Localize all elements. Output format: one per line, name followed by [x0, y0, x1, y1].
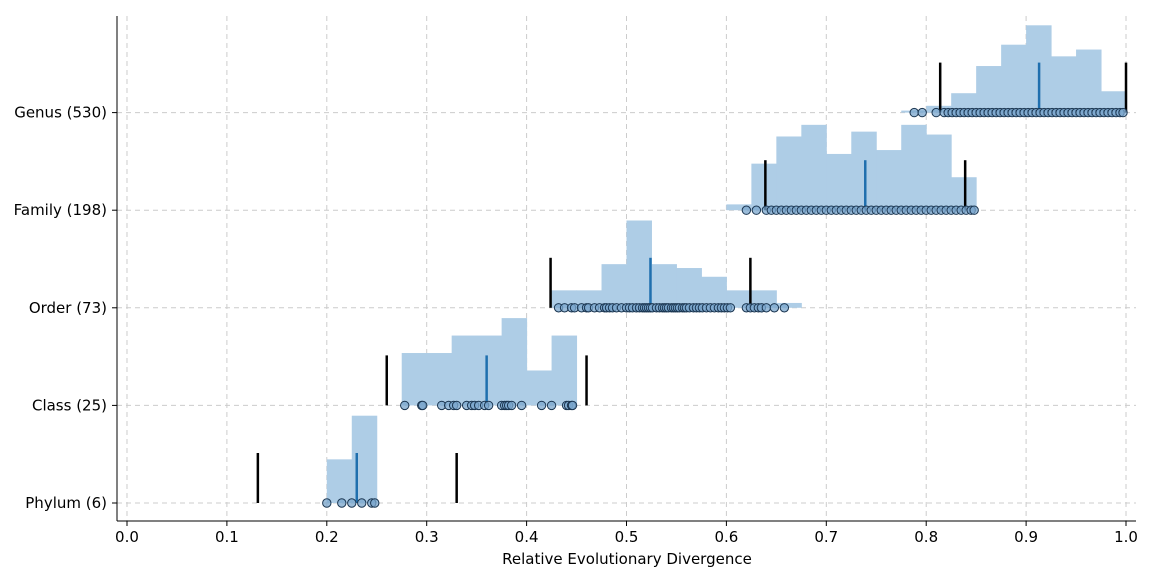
histogram-bar [1101, 91, 1127, 113]
histogram-bar [1001, 44, 1027, 113]
data-point [516, 400, 527, 411]
histogram-bar [1076, 49, 1102, 113]
y-tick-label: Class (25) [32, 396, 107, 414]
data-point [400, 400, 410, 411]
data-point [506, 400, 517, 411]
histogram-bar [876, 150, 902, 211]
data-point [483, 400, 494, 411]
data-point [769, 303, 780, 313]
data-point [725, 303, 736, 313]
x-tick-label: 0.9 [1014, 528, 1038, 546]
histogram-bar [476, 335, 503, 406]
histogram-bar [601, 264, 627, 308]
data-point [370, 498, 380, 508]
histogram-bar [551, 335, 578, 406]
x-tick-label: 0.1 [215, 528, 239, 546]
y-tick-label: Family (198) [14, 201, 107, 219]
x-tick-label: 1.0 [1114, 528, 1138, 546]
x-tick-label: 0.2 [315, 528, 339, 546]
data-point [751, 205, 762, 215]
x-tick-label: 0.5 [615, 528, 639, 546]
data-point [357, 498, 367, 508]
data-points [322, 107, 1128, 508]
data-point [761, 303, 772, 313]
x-tick-label: 0.3 [415, 528, 439, 546]
y-tick-label: Order (73) [29, 299, 107, 317]
data-point [779, 303, 790, 313]
histogram-bar [926, 134, 952, 211]
histogram-bar [776, 302, 802, 308]
data-point [347, 498, 357, 508]
data-point [536, 400, 547, 411]
histogram-bar [1051, 56, 1077, 113]
tick-labels: 0.0 0.1 0.2 0.3 0.4 0.5 0.6 0.7 0.8 0.9 1.0 Phylum … [14, 104, 1138, 546]
histogram-bar [701, 276, 727, 308]
histogram-bar [726, 204, 752, 211]
histogram-bar [501, 318, 528, 406]
x-tick-label: 0.6 [714, 528, 738, 546]
histogram-bar [951, 93, 977, 113]
data-point [969, 205, 979, 215]
histogram-bar [401, 353, 428, 406]
bound-lines [256, 62, 1128, 503]
histogram-bar [651, 264, 677, 308]
x-tick-label: 0.4 [515, 528, 539, 546]
axes [112, 16, 1136, 526]
data-point [337, 498, 347, 508]
histogram-bar [901, 124, 927, 211]
data-point [741, 205, 752, 215]
histogram-bar [326, 459, 353, 503]
histogram-bar [676, 268, 702, 308]
histogram-bar [626, 220, 652, 308]
data-point [1118, 107, 1128, 118]
data-point [322, 498, 332, 508]
data-point [909, 107, 919, 118]
x-axis-label: Relative Evolutionary Divergence [502, 550, 752, 568]
histogram-bar [426, 353, 453, 406]
histogram-bar [976, 66, 1002, 113]
histogram-bar [526, 370, 553, 406]
data-point [931, 107, 941, 118]
histogram-bar [776, 136, 802, 211]
data-point [567, 400, 578, 411]
data-point [418, 400, 428, 411]
histogram-bar [826, 153, 852, 211]
y-tick-label: Phylum (6) [25, 494, 107, 512]
x-tick-label: 0.8 [914, 528, 938, 546]
x-tick-label: 0.7 [814, 528, 838, 546]
x-tick-label: 0.0 [115, 528, 139, 546]
y-tick-label: Genus (530) [14, 104, 107, 122]
histogram-bar [451, 335, 478, 406]
data-point [451, 400, 462, 411]
data-point [546, 400, 557, 411]
histogram-bar [801, 124, 827, 211]
data-point [917, 107, 927, 118]
